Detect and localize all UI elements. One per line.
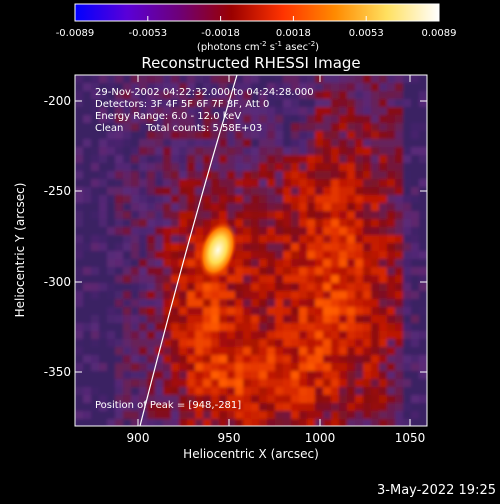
x-tick-label: 950 <box>218 431 241 445</box>
x-axis-ticks: 900 950 1000 1050 <box>127 75 426 445</box>
x-tick-label: 900 <box>127 431 150 445</box>
info-time: 29-Nov-2002 04:22:32.000 to 04:24:28.000 <box>95 87 314 98</box>
y-axis-label: Heliocentric Y (arcsec) <box>13 183 27 318</box>
y-tick-label: -250 <box>44 184 71 198</box>
footer-timestamp: 3-May-2022 19:25 <box>377 483 496 498</box>
y-axis-ticks: -200 -250 -300 -350 <box>44 94 427 379</box>
y-tick-label: -300 <box>44 275 71 289</box>
colorbar-tick-label: 0.0053 <box>349 28 384 39</box>
y-tick-label: -200 <box>44 94 71 108</box>
colorbar-unit: (photons cm-2 s-1 asec-2) <box>197 40 319 53</box>
x-tick-label: 1050 <box>395 431 426 445</box>
x-axis-label: Heliocentric X (arcsec) <box>183 447 319 461</box>
y-tick-label: -350 <box>44 365 71 379</box>
info-detectors: Detectors: 3F 4F 5F 6F 7F 8F, Att 0 <box>95 99 269 110</box>
colorbar-ticks: -0.0089 -0.0053 -0.0018 0.0018 0.0053 0.0089 <box>56 16 457 39</box>
x-tick-label: 1000 <box>305 431 336 445</box>
rhessi-image <box>75 75 427 426</box>
plot-frame <box>74 74 428 427</box>
colorbar-tick-label: 0.0018 <box>276 28 311 39</box>
info-method: Clean <box>95 123 123 134</box>
plot-title: Reconstructed RHESSI Image <box>141 54 360 72</box>
colorbar-bar <box>74 3 440 22</box>
colorbar-tick-label: -0.0089 <box>56 28 95 39</box>
solar-limb-line <box>139 75 238 426</box>
peak-position-label: Position of Peak = [948,-281] <box>95 400 241 411</box>
info-counts: Total counts: 5.58E+03 <box>145 123 262 134</box>
info-block: 29-Nov-2002 04:22:32.000 to 04:24:28.000… <box>95 87 314 134</box>
info-energy: Energy Range: 6.0 - 12.0 keV <box>95 111 241 122</box>
peak-source <box>198 220 238 280</box>
colorbar-tick-label: -0.0053 <box>128 28 167 39</box>
colorbar-tick-label: -0.0018 <box>201 28 240 39</box>
colorbar: -0.0089 -0.0053 -0.0018 0.0018 0.0053 0.0089 … <box>56 3 457 53</box>
colorbar-tick-label: 0.0089 <box>422 28 457 39</box>
